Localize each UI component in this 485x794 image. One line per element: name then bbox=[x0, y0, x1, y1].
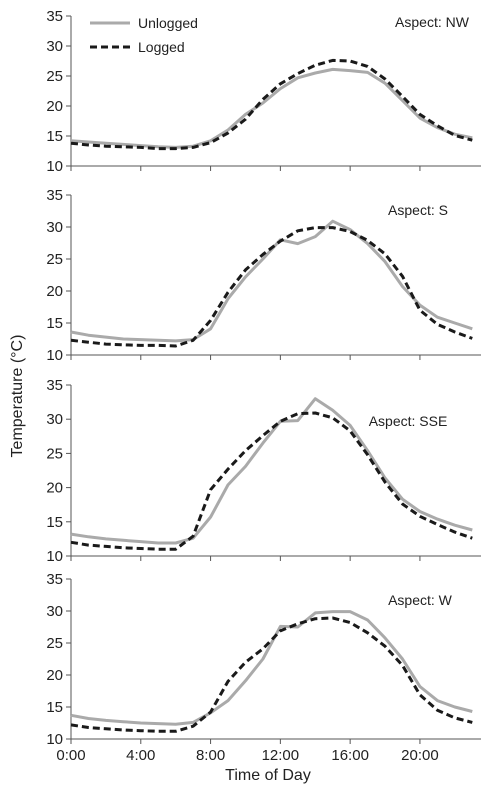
y-tick-label: 10 bbox=[46, 731, 63, 748]
series-line-unlogged bbox=[70, 67, 473, 149]
y-tick-label: 35 bbox=[46, 8, 63, 25]
y-tick-label: 20 bbox=[46, 480, 63, 497]
y-tick-label: 10 bbox=[46, 548, 63, 565]
y-axis-title: Temperature (°C) bbox=[9, 335, 26, 458]
x-tick-label: 12:00 bbox=[262, 747, 300, 764]
aspect-label: Aspect: SSE bbox=[369, 413, 448, 429]
y-tick-label: 10 bbox=[46, 347, 63, 364]
panel-1: 10 15 20 25 30 35 Aspect: NW bbox=[46, 8, 481, 175]
y-tick-label: 15 bbox=[46, 699, 63, 716]
y-tick-label: 35 bbox=[46, 571, 63, 588]
series-line-unlogged bbox=[70, 219, 473, 343]
panel-4: 10 15 20 25 30 35 0:00 4:00 8:00 12:00 16:00 20:00 A… bbox=[46, 571, 481, 764]
y-tick-label: 15 bbox=[46, 315, 63, 332]
x-tick-label: 16:00 bbox=[331, 747, 369, 764]
y-tick-label: 25 bbox=[46, 445, 63, 462]
y-tick-label: 30 bbox=[46, 219, 63, 236]
legend-label-unlogged: Unlogged bbox=[138, 15, 198, 31]
y-tick-label: 25 bbox=[46, 635, 63, 652]
series-line-logged bbox=[70, 226, 473, 348]
series-line-logged bbox=[70, 58, 473, 151]
y-tick-label: 30 bbox=[46, 411, 63, 428]
y-tick-label: 25 bbox=[46, 251, 63, 268]
y-tick-label: 15 bbox=[46, 128, 63, 145]
y-tick-label: 10 bbox=[46, 158, 63, 175]
series-line-unlogged bbox=[70, 610, 473, 726]
panel-3: 10 15 20 25 30 35 Aspect: SSE bbox=[46, 377, 481, 565]
y-tick-label: 20 bbox=[46, 283, 63, 300]
y-tick-label: 25 bbox=[46, 68, 63, 85]
x-tick-label: 4:00 bbox=[126, 747, 155, 764]
aspect-label: Aspect: S bbox=[388, 202, 448, 218]
y-tick-label: 30 bbox=[46, 38, 63, 55]
x-tick-label: 20:00 bbox=[401, 747, 439, 764]
aspect-label: Aspect: NW bbox=[395, 14, 470, 30]
panel-2: 10 15 20 25 30 35 Aspect: S bbox=[46, 187, 481, 364]
y-tick-label: 35 bbox=[46, 187, 63, 204]
y-tick-label: 30 bbox=[46, 603, 63, 620]
series-line-logged bbox=[70, 411, 473, 551]
legend: Unlogged Logged bbox=[90, 15, 198, 55]
x-axis-title: Time of Day bbox=[225, 767, 311, 784]
y-tick-label: 15 bbox=[46, 514, 63, 531]
series-line-logged bbox=[70, 616, 473, 733]
series-line-unlogged bbox=[70, 397, 473, 545]
y-tick-label: 35 bbox=[46, 377, 63, 394]
aspect-label: Aspect: W bbox=[388, 592, 453, 608]
panels: 10 15 20 25 30 35 Aspect: NW 10 15 20 25 30 35 Aspect… bbox=[46, 8, 481, 764]
x-tick-label: 0:00 bbox=[56, 747, 85, 764]
x-tick-label: 8:00 bbox=[196, 747, 225, 764]
y-tick-label: 20 bbox=[46, 98, 63, 115]
legend-label-logged: Logged bbox=[138, 39, 185, 55]
y-tick-label: 20 bbox=[46, 667, 63, 684]
